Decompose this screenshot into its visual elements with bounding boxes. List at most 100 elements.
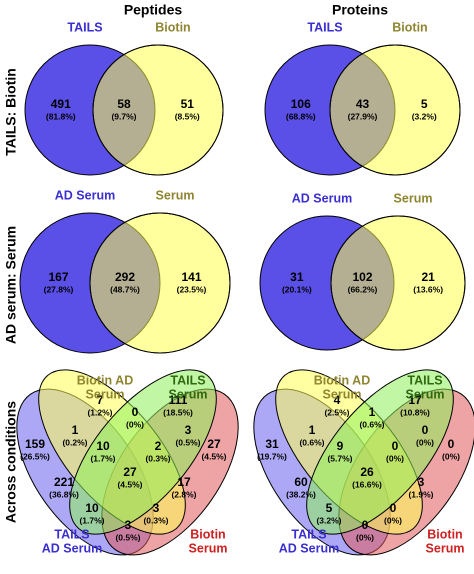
set-ellipse bbox=[69, 369, 217, 535]
region-percent: (0.3%) bbox=[145, 453, 170, 463]
region-percent: (0.5%) bbox=[115, 532, 140, 542]
set-label: Serum bbox=[189, 541, 228, 555]
region-count: 3 bbox=[153, 501, 160, 515]
region-count: 17 bbox=[408, 393, 422, 407]
region-percent: (10.8%) bbox=[400, 407, 430, 417]
set-label: AD Serum bbox=[42, 541, 102, 555]
region-count: 491 bbox=[51, 97, 71, 111]
set-circle bbox=[329, 44, 461, 176]
region-count: 10 bbox=[96, 439, 110, 453]
region-count: 43 bbox=[356, 97, 370, 111]
region-percent: (0.5%) bbox=[175, 437, 200, 447]
set-label: Biotin bbox=[190, 527, 225, 541]
region-count: 7 bbox=[97, 393, 104, 407]
region-percent: (0.6%) bbox=[299, 437, 324, 447]
region-percent: (0%) bbox=[442, 451, 460, 461]
region-percent: (1.7%) bbox=[79, 515, 104, 525]
set-circle bbox=[89, 212, 231, 354]
region-count: 4 bbox=[334, 393, 341, 407]
set-label: Serum bbox=[156, 188, 195, 202]
region-count: 141 bbox=[181, 270, 201, 284]
region-count: 1 bbox=[309, 423, 316, 437]
region-count: 31 bbox=[265, 437, 279, 451]
set-label: TAILS bbox=[291, 527, 326, 541]
region-count: 1 bbox=[72, 423, 79, 437]
region-percent: (36.8%) bbox=[49, 489, 79, 499]
region-count: 21 bbox=[421, 270, 435, 284]
set-label: AD Serum bbox=[292, 191, 352, 205]
set-label: TAILS bbox=[407, 373, 442, 387]
row-title: TAILS: Biotin bbox=[3, 68, 19, 156]
region-percent: (0.2%) bbox=[62, 437, 87, 447]
set-label: Biotin bbox=[427, 527, 462, 541]
region-percent: (26.5%) bbox=[20, 451, 50, 461]
region-count: 58 bbox=[117, 97, 131, 111]
region-percent: (18.5%) bbox=[163, 407, 193, 417]
region-percent: (19.7%) bbox=[257, 451, 287, 461]
set-label: Serum bbox=[394, 191, 433, 205]
region-percent: (5.7%) bbox=[327, 453, 352, 463]
column-title: Proteins bbox=[332, 2, 388, 18]
set-circle bbox=[92, 44, 224, 176]
region-count: 27 bbox=[123, 465, 137, 479]
region-percent: (0%) bbox=[126, 419, 144, 429]
region-percent: (9.7%) bbox=[111, 111, 136, 121]
region-count: 111 bbox=[169, 393, 188, 407]
region-percent: (48.7%) bbox=[110, 284, 140, 294]
region-count: 2 bbox=[155, 439, 162, 453]
region-percent: (68.8%) bbox=[286, 111, 316, 121]
region-count: 292 bbox=[115, 270, 135, 284]
region-count: 51 bbox=[181, 97, 195, 111]
region-count: 1 bbox=[369, 405, 376, 419]
region-percent: (3.2%) bbox=[316, 515, 341, 525]
row-title: AD serum: Serum bbox=[3, 226, 19, 344]
set-label: Serum bbox=[406, 387, 445, 401]
region-percent: (2.5%) bbox=[324, 407, 349, 417]
region-percent: (0%) bbox=[384, 515, 402, 525]
region-percent: (8.5%) bbox=[175, 111, 200, 121]
region-percent: (1.7%) bbox=[90, 453, 115, 463]
region-count: 102 bbox=[352, 270, 372, 284]
set-label: Biotin AD bbox=[77, 373, 133, 387]
region-count: 0 bbox=[392, 439, 399, 453]
set-label: Biotin bbox=[155, 20, 190, 34]
set-label: Biotin bbox=[392, 20, 427, 34]
region-count: 0 bbox=[422, 423, 429, 437]
region-percent: (66.2%) bbox=[348, 284, 378, 294]
region-count: 31 bbox=[290, 270, 304, 284]
set-label: TAILS bbox=[307, 20, 342, 34]
set-circle bbox=[329, 44, 461, 176]
region-count: 10 bbox=[85, 501, 99, 515]
region-percent: (81.8%) bbox=[46, 111, 76, 121]
set-label: Serum bbox=[169, 387, 208, 401]
region-percent: (1.2%) bbox=[87, 407, 112, 417]
set-circle bbox=[330, 215, 466, 351]
set-ellipse bbox=[306, 369, 454, 535]
region-percent: (4.5%) bbox=[201, 451, 226, 461]
region-percent: (23.5%) bbox=[177, 284, 207, 294]
region-count: 3 bbox=[185, 423, 192, 437]
region-percent: (4.5%) bbox=[117, 479, 142, 489]
region-percent: (2.8%) bbox=[171, 489, 196, 499]
set-label: AD Serum bbox=[279, 541, 339, 555]
region-count: 60 bbox=[294, 475, 308, 489]
region-count: 5 bbox=[326, 501, 333, 515]
region-percent: (27.8%) bbox=[44, 284, 74, 294]
region-percent: (0%) bbox=[386, 453, 404, 463]
region-percent: (3.2%) bbox=[412, 111, 437, 121]
region-count: 221 bbox=[54, 475, 74, 489]
region-count: 0 bbox=[362, 518, 369, 532]
set-circle bbox=[89, 212, 231, 354]
region-count: 106 bbox=[291, 97, 311, 111]
region-percent: (1.9%) bbox=[408, 489, 433, 499]
region-percent: (38.2%) bbox=[286, 489, 316, 499]
region-percent: (0%) bbox=[416, 437, 434, 447]
row-title: Across conditions bbox=[3, 401, 19, 523]
region-percent: (16.6%) bbox=[352, 479, 382, 489]
region-count: 159 bbox=[25, 437, 45, 451]
set-label: TAILS bbox=[54, 527, 89, 541]
set-label: Serum bbox=[426, 541, 465, 555]
region-count: 5 bbox=[421, 97, 428, 111]
